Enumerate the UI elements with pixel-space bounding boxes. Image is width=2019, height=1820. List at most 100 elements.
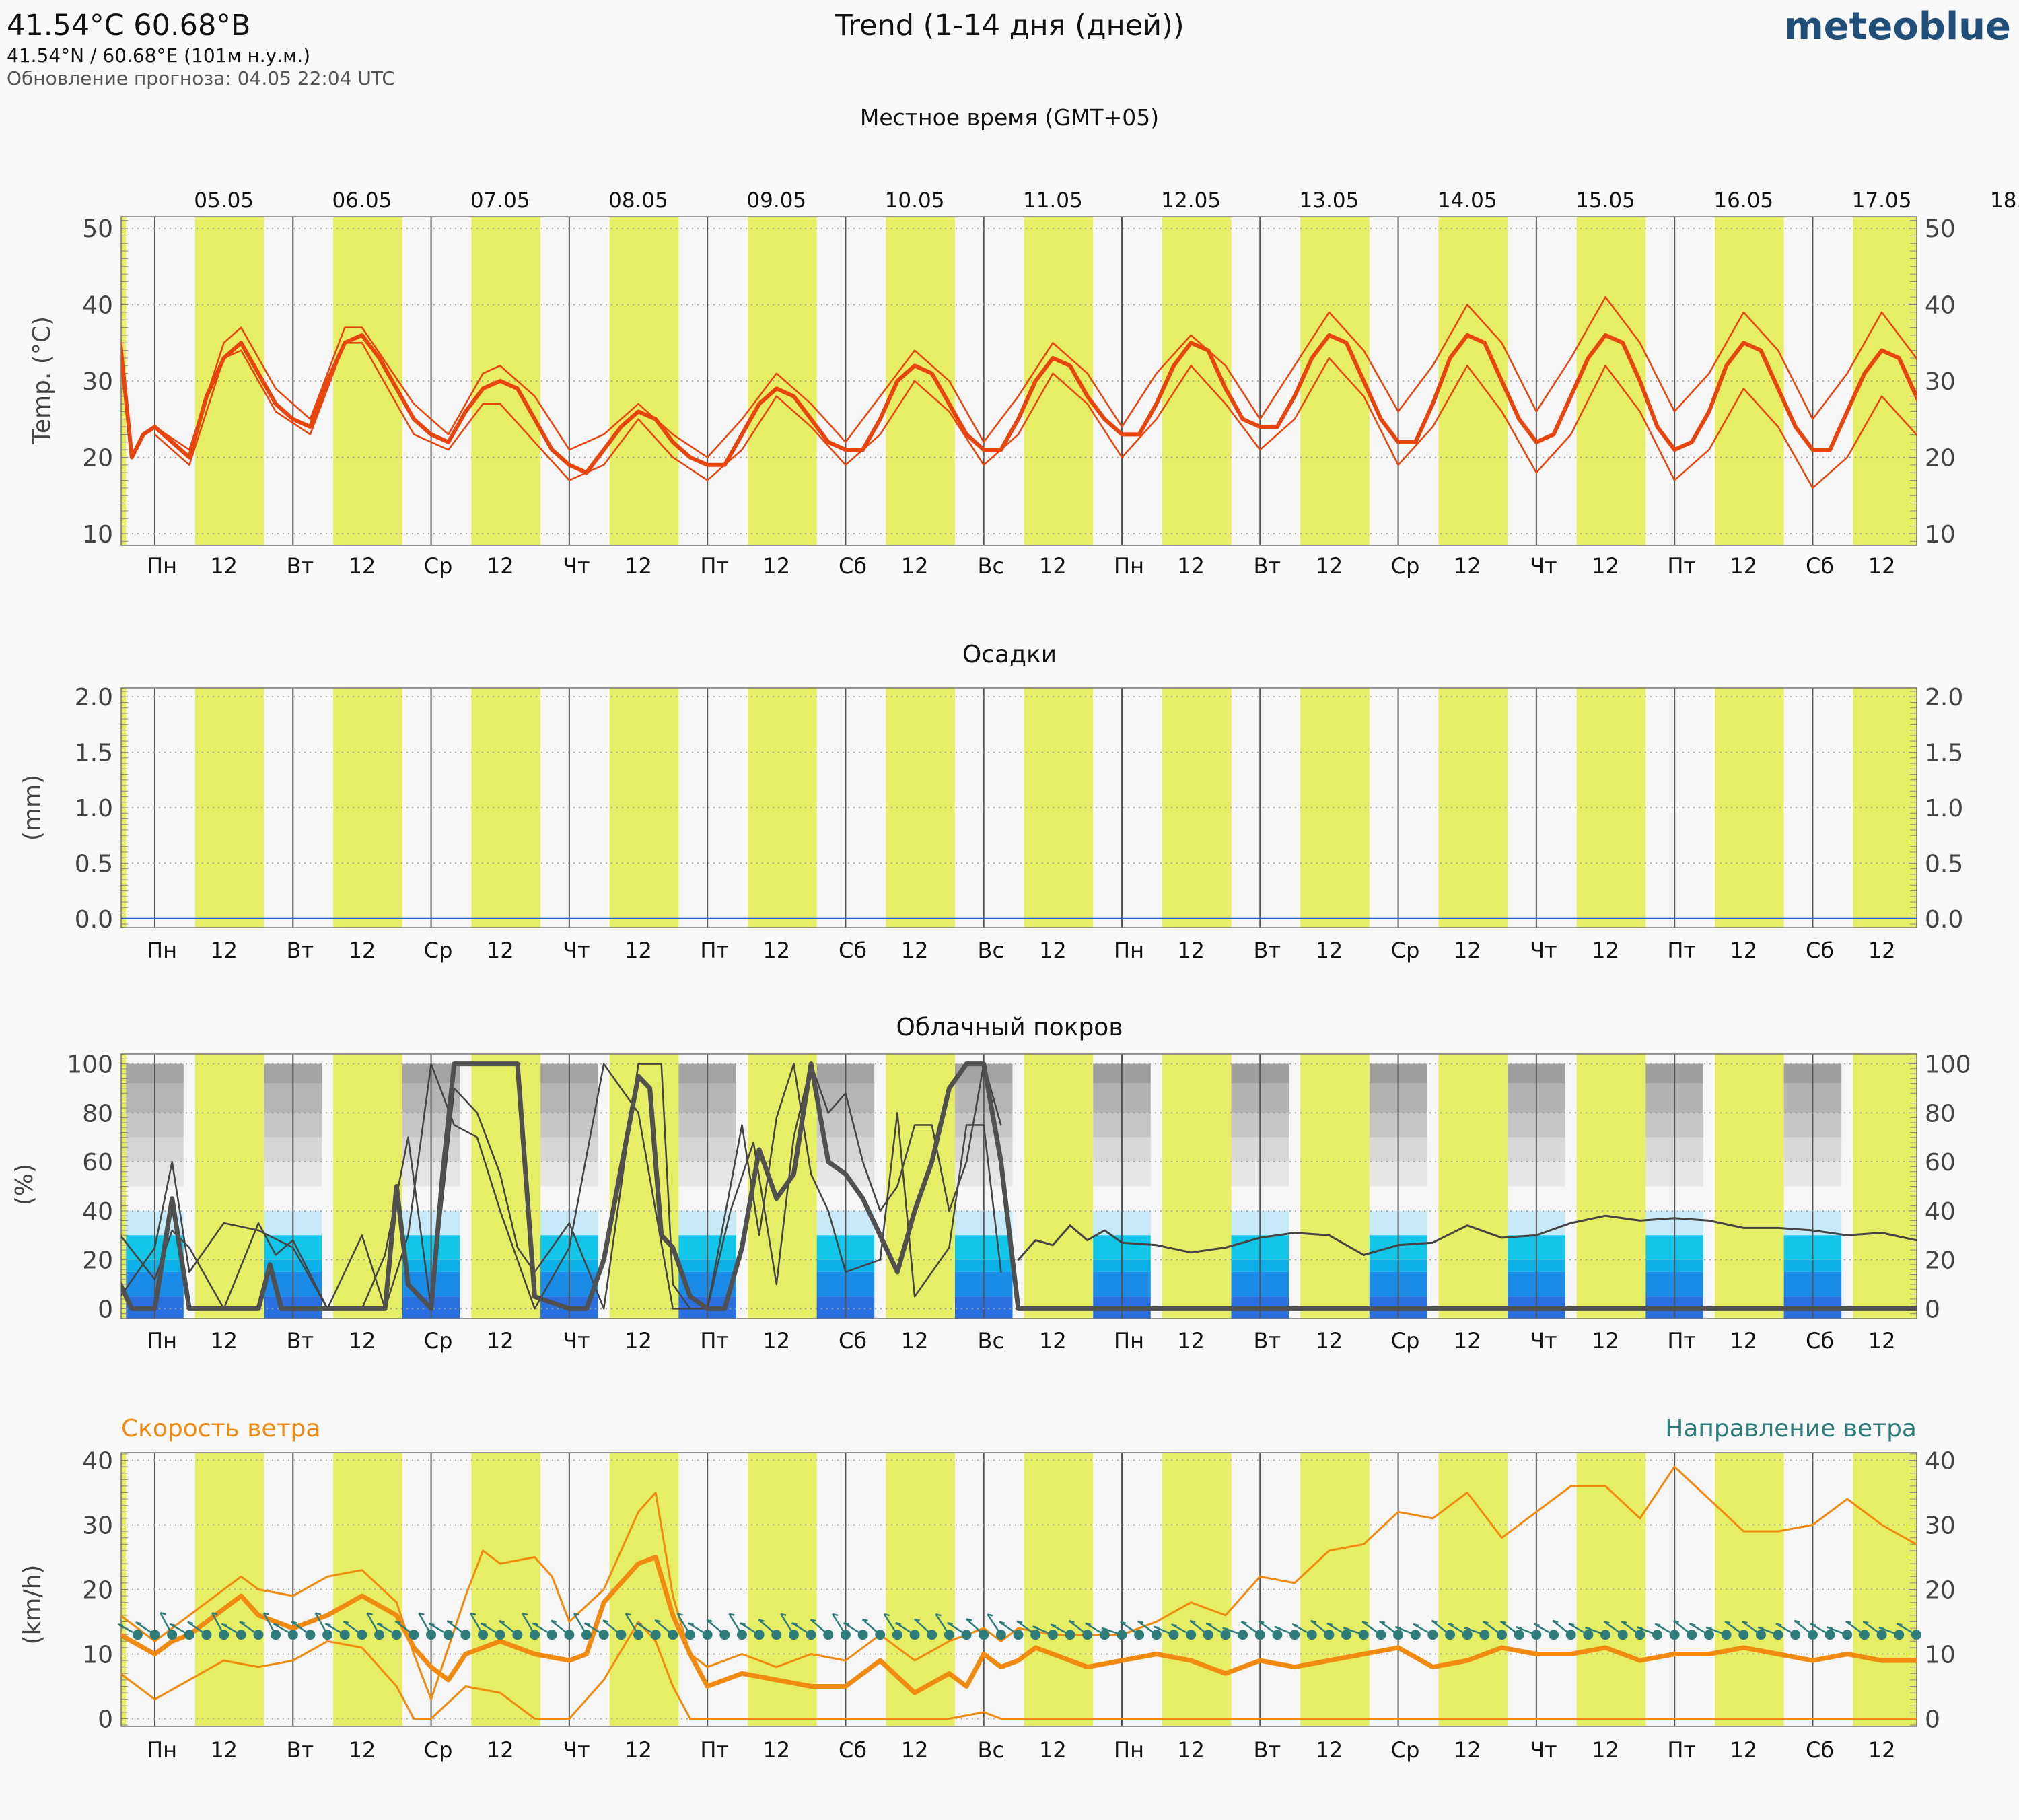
wind-direction-dot — [1703, 1630, 1714, 1640]
cloud-day-band — [1576, 1054, 1646, 1319]
wind-direction-barb-flag — [1032, 1625, 1038, 1629]
temp-tick-left: 30 — [82, 368, 113, 396]
cloud-low-layer — [0, 1296, 45, 1319]
precip-noon-label: 12 — [1177, 938, 1205, 963]
wind-direction-dot — [736, 1630, 747, 1640]
wind-direction-barb-flag — [1637, 1626, 1643, 1630]
temp-weekday-label: Ср — [1391, 553, 1420, 579]
wind-direction-dot — [1755, 1630, 1766, 1640]
cloud-tick-left: 40 — [82, 1198, 113, 1226]
cloud-noon-label: 12 — [1177, 1328, 1205, 1354]
wind-direction-dot — [236, 1630, 246, 1640]
wind-weekday-label: Чт — [563, 1737, 590, 1763]
wind-direction-dot — [1272, 1630, 1283, 1640]
date-label: 13.05 — [1300, 188, 1359, 213]
wind-direction-dot — [979, 1630, 989, 1640]
wind-weekday-label: Вт — [1254, 1737, 1281, 1763]
wind-direction-dot — [1445, 1630, 1456, 1640]
date-label: 15.05 — [1575, 188, 1635, 213]
temp-ruler — [121, 220, 1917, 542]
wind-direction-dot — [771, 1630, 782, 1640]
wind-direction-barb-flag — [1291, 1623, 1298, 1627]
wind-direction-dot — [1894, 1630, 1905, 1640]
wind-direction-dot — [426, 1630, 437, 1640]
wind-direction-barb-flag — [1259, 1620, 1265, 1624]
precip-noon-label: 12 — [901, 938, 929, 963]
wind-tick-left: 10 — [82, 1641, 113, 1669]
cloud-day-band — [1162, 1054, 1232, 1319]
wind-direction-dot — [909, 1630, 920, 1640]
wind-direction-dot — [1825, 1630, 1835, 1640]
wind-direction-dot — [1876, 1630, 1887, 1640]
wind-direction-dot — [391, 1630, 402, 1640]
precip-weekday-label: Чт — [1530, 938, 1557, 963]
wind-direction-barb-flag — [1552, 1619, 1559, 1623]
local-time-label: Местное время (GMT+05) — [860, 104, 1159, 131]
wind-direction-dot — [1652, 1630, 1662, 1640]
wind-weekday-label: Пт — [700, 1737, 729, 1763]
precip-day-band — [471, 688, 541, 928]
wind-direction-barb-flag — [315, 1612, 322, 1615]
wind-direction-dot — [1687, 1630, 1697, 1640]
cloud-day-band — [333, 1054, 402, 1319]
cloud-weekday-label: Вт — [1254, 1328, 1281, 1354]
precip-tick-left: 0.0 — [75, 906, 113, 934]
wind-noon-label: 12 — [901, 1737, 929, 1763]
precip-weekday-label: Вт — [287, 938, 314, 963]
wind-direction-dot — [1376, 1630, 1386, 1640]
precip-tick-left: 1.0 — [75, 795, 113, 823]
wind-direction-barb-flag — [625, 1613, 631, 1616]
wind-day-band — [1715, 1452, 1784, 1726]
wind-direction-barb-flag — [1742, 1620, 1748, 1624]
wind-direction-barb-flag — [1621, 1620, 1627, 1624]
brand-logo: meteoblue — [1784, 5, 2011, 48]
date-label: 16.05 — [1713, 188, 1773, 213]
precip-day-band — [1300, 688, 1370, 928]
wind-direction-barb-flag — [170, 1623, 176, 1627]
wind-direction-dot — [788, 1630, 799, 1640]
wind-direction-barb-flag — [1724, 1621, 1731, 1624]
wind-direction-barb-flag — [160, 1612, 166, 1615]
wind-direction-dot — [546, 1630, 557, 1640]
temp-weekday-label: Ср — [424, 553, 453, 579]
precip-day-band — [1853, 688, 1917, 928]
wind-tick-left: 30 — [82, 1512, 113, 1540]
cloud-weekday-label: Сб — [1806, 1328, 1834, 1354]
date-label: 07.05 — [470, 188, 530, 213]
wind-direction-dot — [875, 1630, 886, 1640]
cloud-noon-label: 12 — [625, 1328, 652, 1354]
cloud-day-band — [194, 1054, 264, 1319]
wind-noon-label: 12 — [1730, 1737, 1757, 1763]
wind-speed-title: Скорость ветра — [121, 1415, 320, 1442]
cloud-tick-right: 100 — [1925, 1051, 1971, 1079]
precip-tick-right: 0.5 — [1925, 850, 1963, 878]
wind-direction-dot — [892, 1630, 902, 1640]
temp-ylabel: Temp. (°C) — [28, 316, 56, 445]
wind-weekday-label: Сб — [839, 1737, 867, 1763]
cloud-noon-label: 12 — [1730, 1328, 1757, 1354]
precip-noon-label: 12 — [1730, 938, 1757, 963]
wind-noon-label: 12 — [625, 1737, 652, 1763]
wind-direction-barb-flag — [999, 1621, 1005, 1625]
temp-noon-label: 12 — [1592, 553, 1619, 579]
wind-direction-barb-flag — [1897, 1623, 1903, 1626]
date-label: 06.05 — [332, 188, 392, 213]
precip-tick-left: 1.5 — [75, 740, 113, 767]
wind-direction-dot — [581, 1630, 592, 1640]
wind-direction-barb-flag — [947, 1621, 953, 1625]
precip-tick-right: 0.0 — [1925, 906, 1963, 934]
date-label: 08.05 — [608, 188, 668, 213]
wind-direction-dot — [1462, 1630, 1473, 1640]
wind-direction-dot — [1065, 1630, 1075, 1640]
cloud-tick-left: 100 — [67, 1051, 113, 1079]
wind-direction-dot — [253, 1630, 264, 1640]
precip-weekday-label: Пт — [700, 938, 729, 963]
wind-direction-barb-flag — [395, 1620, 401, 1624]
precip-weekday-label: Пн — [147, 938, 177, 963]
wind-noon-label: 12 — [349, 1737, 376, 1763]
wind-direction-barb-flag — [1379, 1620, 1386, 1624]
cloud-tick-left: 20 — [82, 1247, 113, 1275]
cloud-noon-label: 12 — [349, 1328, 376, 1354]
cloud-tick-left: 0 — [98, 1296, 113, 1323]
wind-tick-right: 0 — [1925, 1706, 1940, 1733]
